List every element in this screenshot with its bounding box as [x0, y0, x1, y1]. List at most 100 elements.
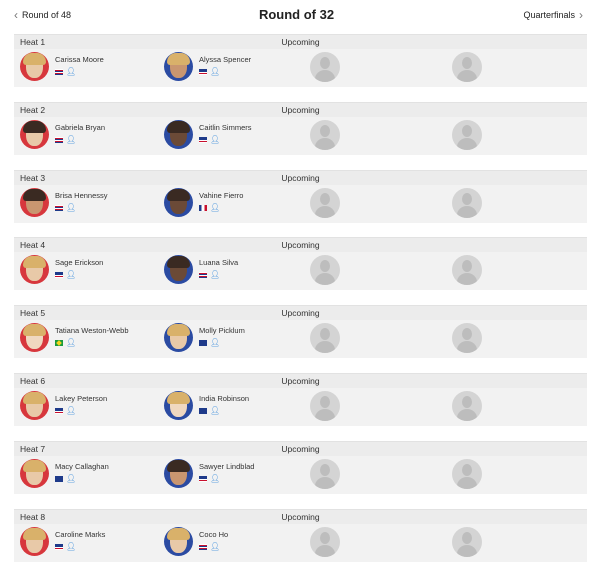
surfer-hair [167, 391, 190, 404]
surfer-entry[interactable]: Molly Picklum 👤︎ [164, 323, 245, 353]
user-icon[interactable]: 👤︎ [210, 338, 221, 348]
round-title: Round of 32 [258, 7, 335, 22]
heat-name: Heat 8 [20, 511, 46, 522]
surfer-badges: 👤︎ [55, 202, 108, 212]
heat-header: Heat 6 Upcoming [14, 372, 587, 388]
user-icon[interactable]: 👤︎ [210, 473, 221, 483]
user-icon[interactable]: 👤︎ [210, 134, 221, 144]
previous-round-link[interactable]: ‹ Round of 48 [14, 9, 71, 21]
empty-surfer-slot-icon [310, 52, 340, 82]
heat-status: Upcoming [281, 104, 320, 115]
round-navigation: ‹ Round of 48 Round of 32 Quarterfinals … [0, 0, 593, 34]
surfer-info: Sawyer Lindblad 👤︎ [199, 462, 254, 483]
surfer-badges: 👤︎ [199, 541, 228, 551]
user-icon[interactable]: 👤︎ [66, 67, 77, 76]
surfer-hair [23, 391, 46, 404]
surfer-name: Gabriela Bryan [55, 122, 106, 132]
heat-header: Heat 8 Upcoming [14, 508, 587, 524]
heat-block: Heat 4 Upcoming Sage Erickson 👤︎ Luana Silva… [14, 237, 587, 305]
surfer-entry[interactable]: Vahine Fierro 👤︎ [164, 187, 243, 217]
surfer-entry[interactable]: Carissa Moore 👤︎ [20, 52, 104, 81]
empty-surfer-slot-icon [310, 526, 340, 557]
usa-flag-icon [55, 407, 63, 414]
surfer-info: Vahine Fierro 👤︎ [199, 191, 243, 212]
next-round-label: Quarterfinals [523, 10, 575, 20]
hawaii-flag-icon [55, 136, 63, 143]
heat-status: Upcoming [281, 37, 320, 47]
surfer-entry[interactable]: Caitlin Simmers 👤︎ [164, 119, 252, 149]
heats-list: Heat 1 Upcoming Carissa Moore 👤︎ Alyssa Spen… [14, 34, 587, 576]
surfer-entry[interactable]: Sawyer Lindblad 👤︎ [164, 458, 254, 488]
heat-spacer [14, 87, 587, 103]
heat-name: Heat 7 [20, 443, 46, 454]
surfer-entry[interactable]: Brisa Hennessy 👤︎ [20, 187, 108, 217]
surfer-avatar [20, 323, 49, 353]
hawaii-flag-icon [55, 204, 63, 211]
surfer-entry[interactable]: Caroline Marks 👤︎ [20, 526, 105, 556]
surfer-info: Macy Callaghan 👤︎ [55, 462, 109, 483]
surfer-hair [23, 324, 46, 337]
surfer-entry[interactable]: Coco Ho 👤︎ [164, 526, 228, 556]
surfer-entry[interactable]: India Robinson 👤︎ [164, 390, 249, 420]
user-icon[interactable]: 👤︎ [66, 202, 77, 212]
surfer-avatar [164, 458, 193, 488]
empty-surfer-slot-icon [452, 323, 482, 354]
user-icon[interactable]: 👤︎ [66, 338, 77, 348]
empty-surfer-slot-icon [310, 458, 340, 489]
surfer-hair [23, 120, 46, 133]
surfer-avatar [20, 458, 49, 488]
heat-name: Heat 5 [20, 308, 46, 319]
surfer-info: India Robinson 👤︎ [199, 394, 249, 415]
empty-surfer-slot-icon [452, 119, 482, 150]
next-round-link[interactable]: Quarterfinals › [523, 8, 583, 22]
surfer-badges: 👤︎ [55, 339, 129, 347]
surfer-entry[interactable]: Macy Callaghan 👤︎ [20, 458, 109, 488]
user-icon[interactable]: 👤︎ [66, 541, 77, 551]
empty-surfer-slot-icon [452, 526, 482, 557]
brazil-flag-icon [55, 340, 63, 347]
surfer-avatar [20, 526, 49, 556]
surfer-entry[interactable]: Alyssa Spencer 👤︎ [164, 52, 251, 81]
usa-flag-icon [199, 136, 207, 143]
surfer-entry[interactable]: Gabriela Bryan 👤︎ [20, 119, 106, 149]
heat-spacer [14, 426, 587, 442]
surfer-entry[interactable]: Tatiana Weston-Webb 👤︎ [20, 323, 129, 353]
heat-status: Upcoming [281, 443, 320, 454]
heat-block: Heat 3 Upcoming Brisa Hennessy 👤︎ Vahine Fie… [14, 169, 587, 238]
empty-surfer-slot-icon [452, 255, 482, 286]
surfer-hair [23, 256, 46, 269]
surfer-hair [167, 120, 190, 133]
surfer-name: Luana Silva [199, 258, 239, 268]
surfer-entry[interactable]: Luana Silva 👤︎ [164, 255, 239, 285]
surfer-avatar [20, 255, 49, 285]
heat-row: Lakey Peterson 👤︎ India Robinson 👤︎ [14, 387, 587, 426]
surfer-entry[interactable]: Lakey Peterson 👤︎ [20, 390, 107, 420]
user-icon[interactable]: 👤︎ [210, 270, 221, 280]
chevron-right-icon: › [579, 8, 583, 22]
heat-header: Heat 4 Upcoming [14, 237, 587, 253]
surfer-badges: 👤︎ [55, 541, 105, 551]
surfer-info: Molly Picklum 👤︎ [199, 326, 245, 347]
surfer-name: Sage Erickson [55, 258, 104, 268]
user-icon[interactable]: 👤︎ [210, 541, 221, 551]
user-icon[interactable]: 👤︎ [210, 67, 221, 76]
surfer-info: Brisa Hennessy 👤︎ [55, 191, 108, 212]
hawaii-flag-icon [199, 272, 207, 279]
user-icon[interactable]: 👤︎ [66, 473, 77, 483]
surfer-info: Caitlin Simmers 👤︎ [199, 123, 252, 144]
heat-row: Brisa Hennessy 👤︎ Vahine Fierro 👤︎ [14, 184, 587, 223]
heat-name: Heat 2 [20, 104, 46, 115]
heat-spacer [14, 358, 587, 374]
surfer-badges: 👤︎ [199, 271, 238, 279]
heat-block: Heat 7 Upcoming Macy Callaghan 👤︎ Sawyer Lin… [14, 440, 587, 509]
surfer-entry[interactable]: Sage Erickson 👤︎ [20, 255, 104, 285]
surfer-avatar [164, 390, 193, 420]
surfer-badges: 👤︎ [199, 339, 245, 347]
user-icon[interactable]: 👤︎ [210, 202, 221, 212]
user-icon[interactable]: 👤︎ [66, 270, 77, 280]
usa-flag-icon [55, 272, 63, 279]
user-icon[interactable]: 👤︎ [210, 405, 221, 415]
surfer-name: Brisa Hennessy [55, 190, 108, 200]
user-icon[interactable]: 👤︎ [66, 405, 77, 415]
user-icon[interactable]: 👤︎ [66, 134, 77, 144]
